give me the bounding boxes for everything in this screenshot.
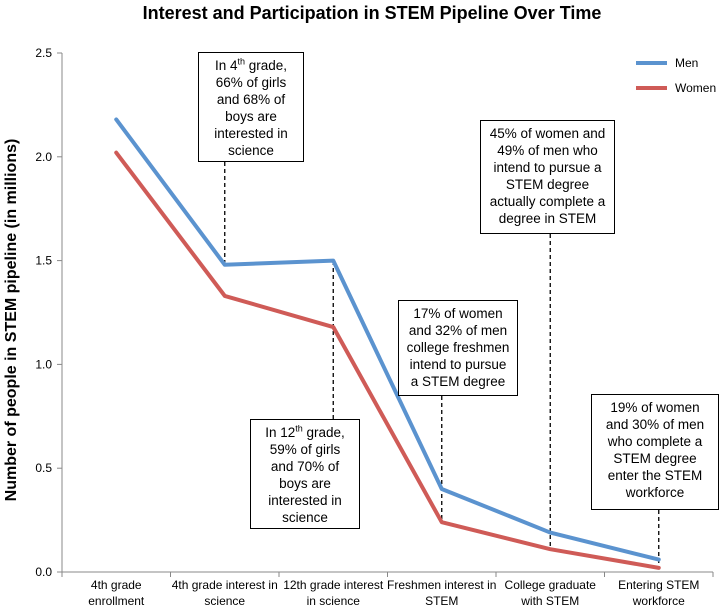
annotation-line: science (202, 142, 300, 159)
y-tick-label: 0.0 (35, 565, 52, 579)
annotation-text: who complete a (607, 434, 703, 449)
annotation-line: who complete a (595, 433, 715, 450)
annotation-line: 49% of men who (484, 142, 611, 159)
annotation-text: In 4 (214, 58, 238, 73)
legend-label-women: Women (675, 81, 716, 95)
annotation-box: 45% of women and 49% of men who intend to … (480, 120, 615, 234)
annotation-box: In 4th grade, 66% of girls and 68% of boys … (198, 52, 304, 162)
x-tick-label: Entering STEM (618, 578, 699, 592)
annotation-line: interested in (254, 492, 356, 509)
y-tick-label: 2.5 (35, 46, 52, 60)
annotation-text: science (282, 510, 328, 525)
x-tick-label: workforce (632, 594, 685, 608)
annotation-text: workforce (625, 485, 685, 500)
series-line-men (114, 117, 661, 562)
x-tick-label: Freshmen interest in (387, 578, 496, 592)
x-ticks: 4th grade enrollment 4th grade interest in… (61, 572, 714, 608)
annotation-text: enter the STEM (607, 468, 703, 483)
annotation-superscript: th (237, 56, 245, 67)
y-tick-label: 1.0 (35, 357, 52, 371)
annotation-line: 19% of women (595, 399, 715, 416)
chart-title: Interest and Participation in STEM Pipel… (143, 3, 602, 23)
annotation-text: science (228, 143, 274, 158)
annotation-text: 59% of girls (269, 442, 341, 457)
legend-label-men: Men (675, 56, 698, 70)
x-tick-label: 12th grade interest (283, 578, 384, 592)
annotation-line: enter the STEM (595, 467, 715, 484)
annotation-line: 45% of women and (484, 125, 611, 142)
annotation-box: 17% of women and 32% of men college freshm… (398, 300, 518, 396)
annotation-text: actually complete a (489, 194, 606, 209)
x-tick-label: science (204, 594, 245, 608)
annotation-text: grade, (302, 425, 345, 440)
annotation-text: and 30% of men (605, 417, 705, 432)
annotation-line: college freshmen (402, 339, 514, 356)
annotation-line: boys are (202, 108, 300, 125)
y-tick-label: 0.5 (35, 461, 52, 475)
annotation-text: STEM degree (505, 177, 590, 192)
annotation-line: intend to pursue (402, 356, 514, 373)
annotation-line: actually complete a (484, 193, 611, 210)
series-lines (114, 117, 661, 570)
y-tick-label: 1.5 (35, 254, 52, 268)
annotation-text: 66% of girls (215, 75, 287, 90)
x-tick-label: enrollment (88, 594, 145, 608)
annotation-text: boys are (225, 109, 277, 124)
y-tick-label: 2.0 (35, 150, 52, 164)
annotation-line: interested in (202, 125, 300, 142)
annotation-line: 59% of girls (254, 441, 356, 458)
y-ticks: 0.0 0.5 1.0 1.5 2.0 2.5 (35, 46, 62, 579)
annotation-text: degree in STEM (498, 211, 597, 226)
annotation-line: and 70% of (254, 458, 356, 475)
annotation-line: science (254, 509, 356, 526)
annotation-line: workforce (595, 484, 715, 501)
annotation-text: interested in (268, 493, 342, 508)
annotation-line: degree in STEM (484, 210, 611, 227)
annotation-text: and 68% of (216, 92, 286, 107)
annotation-text: college freshmen (406, 340, 510, 355)
annotation-line: 17% of women (402, 305, 514, 322)
x-tick-label: 4th grade (91, 578, 142, 592)
annotation-text: and 32% of men (408, 323, 508, 338)
series-line-women (114, 150, 661, 570)
annotation-text: interested in (214, 126, 288, 141)
annotation-line: and 30% of men (595, 416, 715, 433)
annotation-text: grade, (245, 58, 288, 73)
annotation-text: 45% of women and (489, 126, 606, 141)
annotation-guides (224, 162, 660, 568)
annotation-text: intend to pursue a (493, 160, 602, 175)
x-tick-label: in science (307, 594, 361, 608)
annotation-line: 66% of girls (202, 74, 300, 91)
annotation-box: In 12th grade, 59% of girls and 70% of boys… (250, 419, 360, 529)
annotation-text: 49% of men who (497, 143, 598, 158)
annotation-text: 19% of women (610, 400, 700, 415)
legend: Men Women (636, 56, 716, 95)
y-axis-label: Number of people in STEM pipeline (in mi… (3, 139, 20, 502)
annotation-text: a STEM degree (410, 374, 506, 389)
annotation-line: In 4th grade, (202, 57, 300, 74)
annotation-text: STEM degree (613, 451, 697, 466)
annotation-line: and 32% of men (402, 322, 514, 339)
annotation-line: boys are (254, 475, 356, 492)
x-tick-label: College graduate (505, 578, 597, 592)
annotation-text: boys are (279, 476, 331, 491)
annotation-box: 19% of women and 30% of men who complete a… (591, 394, 719, 510)
annotation-line: STEM degree (595, 450, 715, 467)
annotation-line: and 68% of (202, 91, 300, 108)
x-tick-label: with STEM (520, 594, 579, 608)
annotation-text: and 70% of (270, 459, 340, 474)
x-tick-label: 4th grade interest in (172, 578, 278, 592)
annotation-text: In 12 (265, 425, 296, 440)
x-tick-label: STEM (425, 594, 458, 608)
annotation-line: STEM degree (484, 176, 611, 193)
annotation-text: intend to pursue (409, 357, 507, 372)
annotation-line: In 12th grade, (254, 424, 356, 441)
annotation-line: intend to pursue a (484, 159, 611, 176)
annotation-superscript: th (295, 423, 303, 434)
annotation-text: 17% of women (413, 306, 503, 321)
annotation-line: a STEM degree (402, 373, 514, 390)
